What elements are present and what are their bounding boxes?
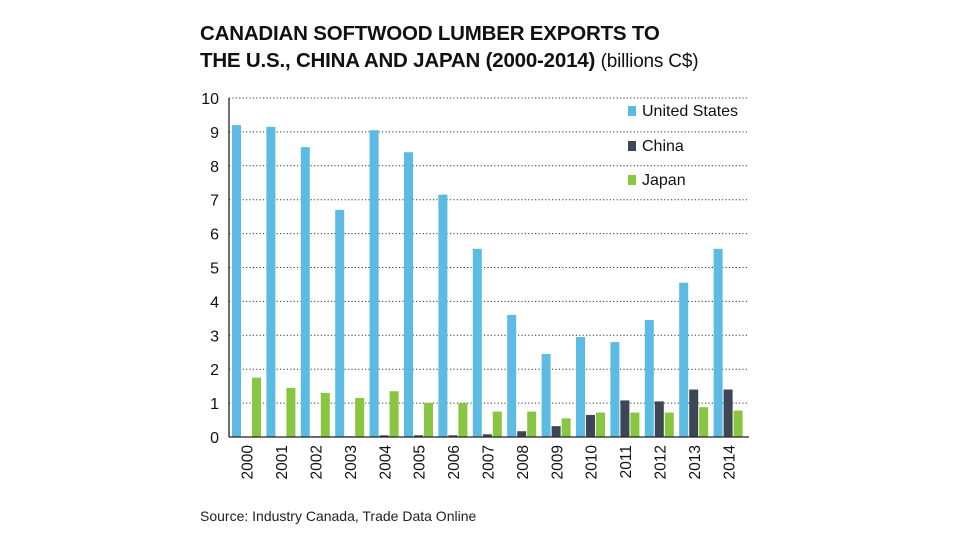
y-tick-labels: 0 1 2 3 4 5 6 7 8 9 10 bbox=[201, 91, 219, 447]
bar-united-states bbox=[438, 194, 448, 437]
bar-united-states bbox=[610, 342, 620, 437]
y-tick-label: 10 bbox=[201, 91, 219, 108]
bar-china bbox=[551, 426, 561, 437]
x-tick-label: 2000 bbox=[240, 445, 257, 480]
bar-china bbox=[723, 389, 733, 437]
x-tick-label: 2003 bbox=[343, 445, 360, 479]
bar-japan bbox=[527, 411, 537, 437]
y-tick-label: 3 bbox=[210, 328, 219, 345]
bar-china bbox=[379, 435, 389, 437]
x-tick-label: 2005 bbox=[412, 445, 429, 479]
bar-united-states bbox=[576, 336, 585, 437]
y-tick-label: 6 bbox=[210, 227, 219, 244]
legend-swatch bbox=[628, 106, 636, 116]
bar-china bbox=[620, 400, 630, 437]
x-tick-label: 2001 bbox=[274, 445, 291, 479]
bar-united-states bbox=[679, 282, 689, 437]
bar-japan bbox=[664, 412, 674, 437]
bar-united-states bbox=[335, 209, 345, 437]
y-tick-label: 4 bbox=[210, 294, 219, 311]
title-line-1: CANADIAN SOFTWOOD LUMBER EXPORTS TO bbox=[200, 22, 660, 45]
x-tick-label: 2014 bbox=[721, 445, 738, 480]
bar-japan bbox=[252, 377, 261, 437]
bar-japan bbox=[355, 398, 365, 437]
bar-united-states bbox=[541, 353, 551, 437]
bars bbox=[232, 125, 743, 438]
bar-united-states bbox=[472, 248, 482, 437]
bar-japan bbox=[630, 412, 640, 437]
y-tick-label: 5 bbox=[210, 261, 219, 278]
bar-japan bbox=[699, 407, 709, 437]
x-tick-label: 2002 bbox=[309, 445, 326, 479]
bar-japan bbox=[320, 392, 330, 437]
bar-china bbox=[517, 431, 527, 437]
bar-china bbox=[414, 435, 423, 437]
y-tick-label: 8 bbox=[210, 159, 219, 176]
bar-japan bbox=[286, 387, 296, 437]
bar-japan bbox=[596, 412, 605, 437]
bar-china bbox=[689, 389, 699, 437]
y-tick-label: 1 bbox=[210, 396, 219, 413]
legend-label: China bbox=[642, 138, 684, 155]
legend-label: United States bbox=[642, 103, 738, 120]
x-tick-label: 2010 bbox=[584, 445, 601, 480]
bar-china bbox=[448, 435, 458, 437]
x-tick-label: 2013 bbox=[687, 445, 704, 479]
bar-united-states bbox=[644, 320, 654, 437]
title-line-2: THE U.S., CHINA AND JAPAN (2000-2014) (b… bbox=[200, 47, 900, 75]
bar-japan bbox=[458, 403, 468, 437]
bar-china bbox=[654, 401, 664, 437]
bar-china bbox=[482, 434, 492, 437]
bar-united-states bbox=[713, 248, 723, 437]
chart-title: CANADIAN SOFTWOOD LUMBER EXPORTS TO THE … bbox=[200, 20, 900, 75]
y-tick-label: 9 bbox=[210, 125, 219, 142]
x-tick-labels: 2000 2001 2002 2003 2004 2005 2006 2007 2008 2009… bbox=[240, 445, 739, 480]
bar-united-states bbox=[404, 152, 413, 438]
legend-swatch bbox=[628, 141, 636, 151]
title-line-2-text: THE U.S., CHINA AND JAPAN (2000-2014) bbox=[200, 49, 596, 72]
bar-united-states bbox=[369, 130, 379, 437]
source-note: Source: Industry Canada, Trade Data Onli… bbox=[200, 508, 477, 524]
x-tick-label: 2006 bbox=[446, 445, 463, 479]
title-unit: (billions C$) bbox=[600, 51, 699, 72]
x-tick-label: 2008 bbox=[515, 445, 532, 479]
bar-japan bbox=[389, 391, 399, 437]
bar-japan bbox=[424, 403, 433, 437]
axes bbox=[228, 98, 749, 438]
legend-label: Japan bbox=[642, 172, 686, 189]
x-tick-label: 2009 bbox=[549, 445, 566, 479]
y-tick-label: 0 bbox=[210, 430, 219, 447]
y-tick-label: 7 bbox=[210, 193, 219, 210]
bar-japan bbox=[561, 418, 571, 437]
y-tick-label: 2 bbox=[210, 362, 219, 379]
x-tick-label: 2007 bbox=[481, 445, 498, 479]
legend: United States China Japan bbox=[628, 103, 738, 189]
bar-united-states bbox=[266, 126, 276, 437]
x-tick-label: 2011 bbox=[618, 445, 635, 478]
bar-united-states bbox=[300, 147, 310, 437]
bar-japan bbox=[733, 410, 743, 437]
bar-united-states bbox=[507, 314, 517, 437]
bar-china bbox=[586, 414, 595, 437]
x-tick-label: 2004 bbox=[377, 445, 394, 480]
legend-swatch bbox=[628, 175, 636, 185]
x-tick-label: 2012 bbox=[653, 445, 670, 479]
bar-japan bbox=[492, 411, 502, 437]
bar-united-states bbox=[232, 125, 241, 438]
